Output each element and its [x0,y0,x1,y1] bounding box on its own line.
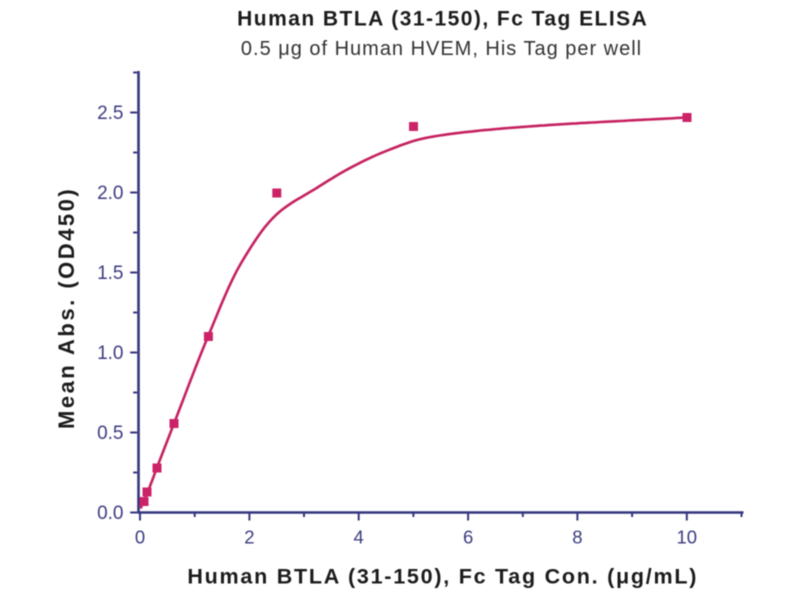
svg-text:8: 8 [572,527,582,548]
svg-text:4: 4 [354,527,364,548]
svg-text:0.0: 0.0 [97,503,123,524]
svg-text:6: 6 [463,527,473,548]
svg-text:Mean Abs. (OD450): Mean Abs. (OD450) [54,187,79,429]
svg-text:10: 10 [677,527,698,548]
svg-text:Human BTLA (31-150), Fc Tag Co: Human BTLA (31-150), Fc Tag Con. (μg/mL) [187,565,698,589]
svg-text:Human BTLA (31-150), Fc Tag EL: Human BTLA (31-150), Fc Tag ELISA [237,8,648,31]
svg-text:2: 2 [244,527,254,548]
svg-text:0.5 μg of Human HVEM, His Tag: 0.5 μg of Human HVEM, His Tag per well [241,38,642,60]
svg-text:0: 0 [135,527,145,548]
svg-text:1.5: 1.5 [97,263,123,284]
svg-text:1.0: 1.0 [97,343,123,364]
svg-text:2.0: 2.0 [97,183,123,204]
svg-text:0.5: 0.5 [97,423,123,444]
svg-text:2.5: 2.5 [97,103,123,124]
